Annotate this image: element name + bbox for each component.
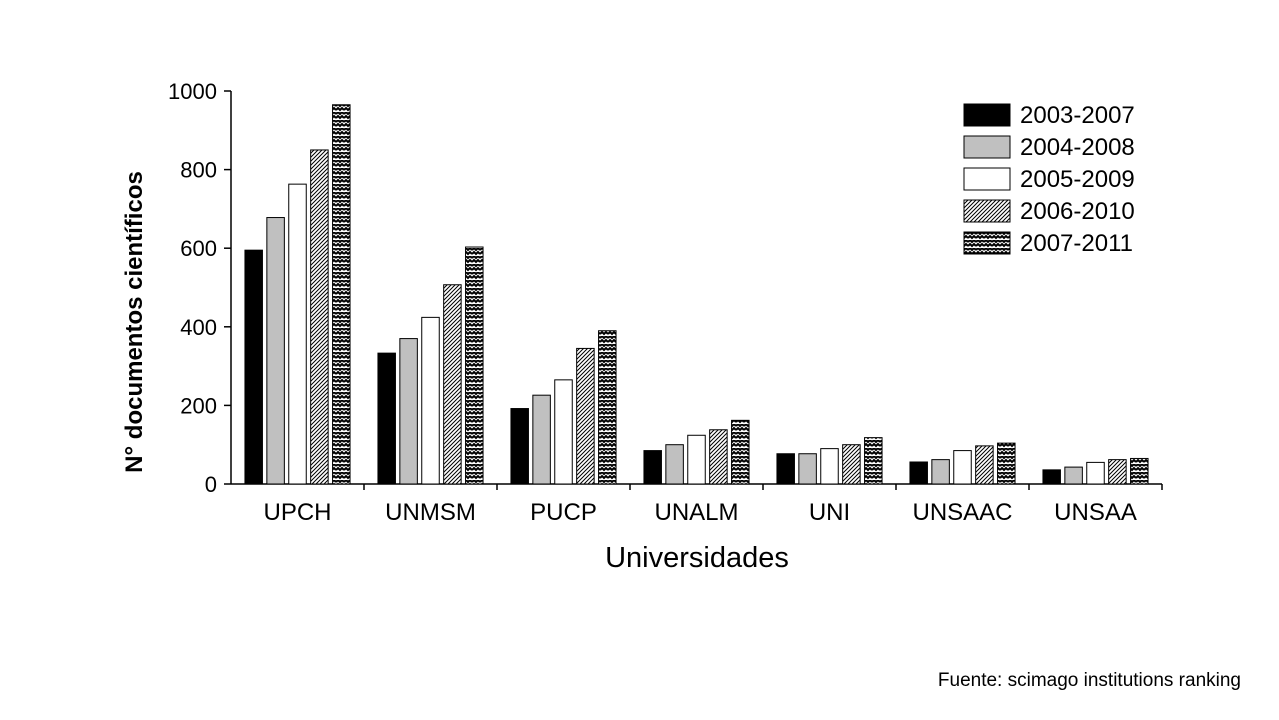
bar-unsaa-2004-2008 [1064,466,1083,485]
x-tick-label: PUCP [530,499,597,526]
x-tick-label: UNI [809,499,850,526]
legend-swatch [963,103,1011,127]
bar-uni-2004-2008 [798,453,817,485]
bar-pucp-2007-2011 [598,330,617,485]
x-tick-label: UNSAA [1054,499,1137,526]
bar-unmsm-2005-2009 [421,316,440,485]
bar-unsaa-2005-2009 [1086,461,1105,485]
y-tick-label: 200 [180,393,217,418]
bar-unalm-2006-2010 [709,429,728,485]
bar-uni-2003-2007 [776,453,795,485]
bar-unsaa-2003-2007 [1042,469,1061,485]
x-tick-label: UNSAAC [912,499,1012,526]
legend-swatch [963,135,1011,159]
bar-pucp-2006-2010 [576,347,595,485]
x-tick-label: UNALM [654,499,738,526]
y-tick-label: 600 [180,236,217,261]
x-tick-label: UNMSM [385,499,476,526]
bar-upch-2005-2009 [288,183,307,485]
bar-unmsm-2004-2008 [399,338,418,485]
source-note: Fuente: scimago institutions ranking [937,670,1241,691]
x-axis-label: Universidades [605,542,789,574]
bar-uni-2007-2011 [864,437,883,485]
bar-unsaa-2007-2011 [1130,457,1149,485]
bar-unsaac-2004-2008 [931,459,950,485]
chart-legend: 2003-2007 2004-2008 2005-2009 2006-2010 2007… [963,102,1135,257]
bar-pucp-2005-2009 [554,379,573,485]
legend-swatch [963,167,1011,191]
bar-pucp-2004-2008 [532,394,551,485]
bar-upch-2003-2007 [244,249,263,485]
bar-pucp-2003-2007 [510,408,529,485]
bar-unsaac-2005-2009 [953,450,972,485]
y-tick-label: 1000 [168,79,217,104]
bar-unsaac-2003-2007 [909,461,928,485]
bar-unalm-2004-2008 [665,444,684,485]
legend-label: 2007-2011 [1020,230,1133,257]
bar-unalm-2003-2007 [643,450,662,485]
chart-ticks: 0 200 400 600 800 1000 UPCH UNMSM PUCP UNALM UNI UN… [168,79,1163,526]
bar-unsaac-2006-2010 [975,445,994,485]
legend-swatch [963,199,1011,223]
bar-unmsm-2003-2007 [377,352,396,485]
legend-label: 2006-2010 [1020,198,1135,225]
x-tick-label: UPCH [263,499,331,526]
bar-upch-2007-2011 [332,104,351,485]
chart-bars [244,104,1149,485]
y-axis-label: N° documentos científicos [121,171,148,473]
bar-unalm-2007-2011 [731,419,750,485]
legend-label: 2005-2009 [1020,166,1135,193]
bar-upch-2006-2010 [310,149,329,485]
y-tick-label: 400 [180,315,217,340]
bar-uni-2005-2009 [820,448,839,485]
legend-swatch [963,231,1011,255]
bar-upch-2004-2008 [266,217,285,485]
bar-unmsm-2007-2011 [465,246,484,485]
bar-unalm-2005-2009 [687,434,706,485]
bar-unmsm-2006-2010 [443,284,462,485]
y-tick-label: 0 [205,472,217,497]
bar-unsaac-2007-2011 [997,442,1016,485]
legend-label: 2003-2007 [1020,102,1135,129]
bar-unsaa-2006-2010 [1108,459,1127,485]
bar-uni-2006-2010 [842,444,861,485]
y-tick-label: 800 [180,158,217,183]
legend-label: 2004-2008 [1020,134,1135,161]
